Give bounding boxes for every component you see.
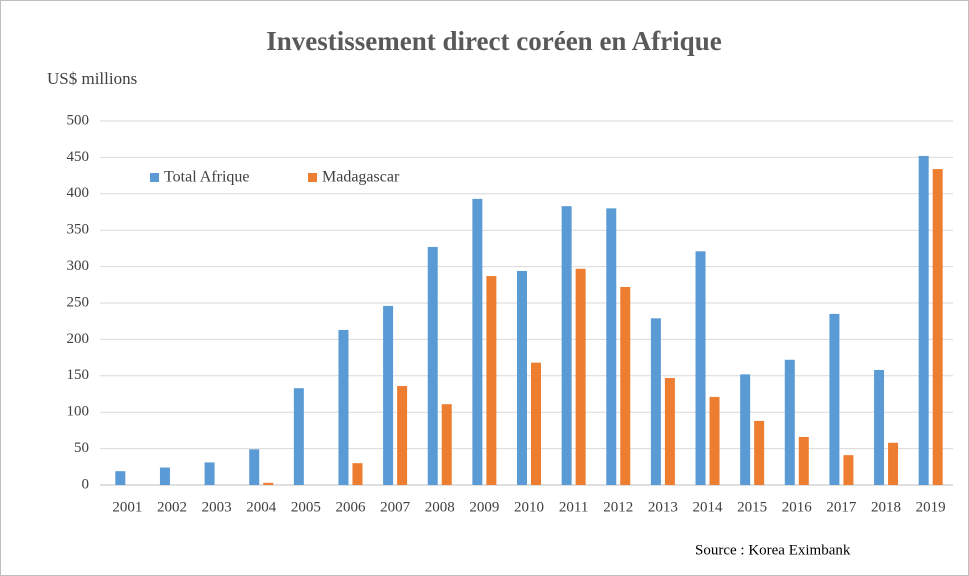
bar (293, 388, 304, 485)
x-tick-label: 2005 (291, 499, 321, 515)
y-tick-label: 200 (67, 331, 90, 347)
x-tick-label: 2015 (737, 499, 767, 515)
bar (843, 455, 854, 485)
bar (561, 206, 572, 485)
x-tick-label: 2018 (871, 499, 901, 515)
bar (695, 251, 706, 485)
legend-swatch (150, 173, 159, 182)
legend-label: Total Afrique (164, 169, 250, 186)
x-tick-label: 2008 (425, 499, 455, 515)
bar (650, 318, 661, 485)
bar (249, 449, 260, 485)
bar (517, 270, 527, 485)
y-tick-label: 100 (67, 404, 90, 420)
x-tick-label: 2011 (559, 499, 588, 515)
y-axis-label: US$ millions (47, 69, 137, 88)
legend-label: Madagascar (322, 169, 400, 186)
x-tick-label: 2004 (246, 499, 277, 515)
bar (204, 462, 215, 485)
bar (918, 155, 929, 485)
bar (888, 442, 899, 485)
bar (397, 385, 408, 485)
y-tick-label: 150 (67, 367, 90, 383)
y-tick-label: 500 (67, 112, 90, 128)
y-tick-label: 0 (82, 476, 90, 492)
x-tick-label: 2010 (514, 499, 544, 515)
bar (664, 377, 675, 485)
bar (472, 198, 483, 485)
bar (427, 246, 438, 485)
y-tick-label: 250 (67, 294, 90, 310)
bar (441, 404, 452, 485)
bar (159, 467, 170, 485)
x-tick-label: 2017 (826, 499, 857, 515)
bar (575, 268, 586, 485)
source-note: Source : Korea Eximbank (695, 542, 851, 558)
bar (620, 286, 631, 485)
bar (754, 420, 765, 485)
bar (486, 276, 497, 485)
bar (829, 313, 840, 485)
x-tick-label: 2019 (916, 499, 946, 515)
x-tick-label: 2012 (603, 499, 633, 515)
x-tick-label: 2006 (335, 499, 366, 515)
bar (798, 436, 809, 485)
y-tick-label: 400 (67, 185, 90, 201)
bar (263, 482, 274, 485)
x-tick-label: 2009 (469, 499, 499, 515)
bar (932, 169, 943, 485)
y-tick-label: 350 (67, 222, 90, 238)
bar (115, 471, 126, 485)
y-tick-label: 300 (67, 258, 90, 274)
x-tick-label: 2014 (693, 499, 724, 515)
x-tick-label: 2016 (782, 499, 813, 515)
x-tick-label: 2001 (112, 499, 142, 515)
bar (874, 369, 885, 485)
legend-swatch (308, 173, 317, 182)
bar (740, 374, 751, 485)
y-tick-label: 450 (67, 149, 90, 165)
bar (383, 305, 394, 485)
x-tick-label: 2013 (648, 499, 678, 515)
chart-title: Investissement direct coréen en Afrique (266, 26, 721, 56)
bar (352, 463, 363, 485)
bar (531, 362, 541, 485)
bar (709, 396, 720, 485)
x-tick-label: 2007 (380, 499, 411, 515)
bar (338, 329, 349, 485)
bar (784, 359, 795, 485)
y-tick-label: 50 (74, 440, 89, 456)
x-tick-label: 2002 (157, 499, 187, 515)
x-tick-label: 2003 (202, 499, 232, 515)
bar (606, 208, 617, 486)
